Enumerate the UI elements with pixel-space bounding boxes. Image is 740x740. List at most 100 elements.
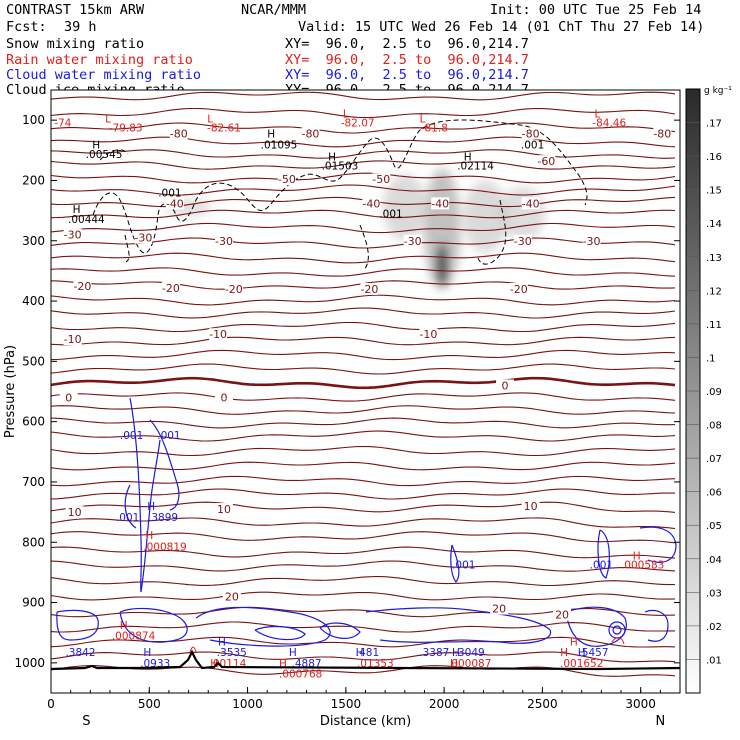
temperature-label: 0 [220,392,227,405]
contour-extremum-label: -81.8 [421,122,448,134]
x-tick-label: 500 [138,697,161,711]
colorbar-tick-label: .06 [706,488,722,499]
contour-extremum-label: L [207,113,213,125]
contour-extremum-label: .3842 [65,647,95,659]
cloud-water-contour [254,625,306,641]
plot-background [51,90,680,693]
cloud-water-contour [124,484,137,529]
y-tick-label: 700 [22,475,45,489]
x-axis-label: Distance (km) [320,714,411,729]
y-axis-label: Pressure (hPa) [3,345,18,438]
colorbar-tick-label: .13 [706,253,722,264]
colorbar-unit: g kg⁻¹ [704,86,732,96]
contour-extremum-label: .000087 [448,658,491,670]
temperature-label-bg [65,506,84,519]
temperature-contours [51,91,676,677]
cloud-ice-contour [477,199,507,265]
temperature-contour [51,651,676,663]
temperature-contour [51,501,676,513]
contour-extremum-label: L [343,109,349,121]
temperature-contour [51,517,676,530]
contour-extremum-label: H [356,647,364,659]
snow-plume [463,180,508,253]
temperature-label: 0 [502,379,509,392]
temperature-contour [51,560,676,572]
temperature-label-bg [161,281,180,294]
x-tick-label: 0 [47,697,55,711]
temperature-label-bg [214,234,233,247]
y-tick-label: 800 [22,535,45,549]
temperature-contour [51,349,676,361]
temperature-label-bg [496,379,515,392]
temperature-label: 10 [217,503,231,516]
colorbar-tick-label: .15 [706,186,722,197]
x-tick-label: 1000 [232,697,263,711]
temperature-label: -40 [362,197,380,210]
contour-extremum-label: H [143,647,151,659]
temperature-contour [51,209,676,219]
cloud-water-contour [119,607,188,643]
contour-extremum-label: .001 [521,139,544,151]
temperature-label-bg [653,127,672,140]
contour-extremum-label: .02114 [457,160,494,172]
temperature-contour [51,184,676,196]
temperature-label: -50 [278,173,296,186]
temperature-label: -20 [510,283,528,296]
temperature-contour [51,475,676,487]
temperature-contour [51,392,676,402]
temperature-label: 0 [65,392,72,405]
cloud-water-contour [195,606,331,647]
temperature-label-bg [165,197,184,210]
contour-extremum-label: H [145,530,153,542]
temperature-label-bg [582,234,601,247]
cloud-water-contour [319,622,361,639]
temperature-label: -20 [225,283,243,296]
temperature-label: -60 [537,155,555,168]
temperature-label-bg [490,602,509,615]
contour-extremum-label: .3049 [455,647,485,659]
contour-extremum-label: H [210,658,218,670]
contour-extremum-label: L [420,113,426,125]
temperature-label-bg [403,234,422,247]
plot-area: -80 -80 -80 -80 -60 -50 -50 -40 -40 -40 -40 -30 -30 -… [50,89,681,694]
temperature-contour [51,321,676,333]
colorbar-tick-label: .03 [706,588,722,599]
contour-extremum-label: H [464,151,472,163]
rain-water-contours [189,637,625,653]
x-end-label-south: S [82,714,90,729]
contour-extremum-label: .481 [356,647,379,659]
contour-extremum-label: .001 [590,560,613,572]
contour-extremum-label: H [560,647,568,659]
contour-extremum-label: .5457 [578,647,608,659]
temperature-label-bg [521,127,540,140]
contour-extremum-label: .001 [120,430,143,442]
temperature-label: -10 [209,328,227,341]
contour-extremum-label: H [92,139,100,151]
contour-extremum-label: .001 [157,430,180,442]
temperature-contour [51,267,676,277]
temperature-label: 20 [492,603,506,616]
temperature-contour [51,122,676,134]
contour-extremum-label: .01095 [261,139,298,151]
contour-extremum-label: -79.83 [109,122,143,134]
contour-extremum-label: L [105,113,111,125]
contour-extremum-label: .00545 [86,149,123,161]
temperature-label: 10 [68,506,82,519]
y-tick-label: 500 [22,354,45,368]
colorbar-tick-label: .11 [706,320,722,331]
contour-extremum-label: H [147,501,155,513]
cloud-ice-contour [99,149,129,161]
contour-extremum-label: .3535 [217,647,247,659]
temperature-contour [51,488,676,500]
y-tick-label: 300 [22,234,45,248]
temperature-contour [51,445,676,457]
temperature-label-bg [214,503,233,516]
temperature-contour [51,294,676,306]
x-end-label-north: N [655,714,665,729]
temperature-label-bg [277,173,296,186]
temperature-contour [51,417,676,429]
temperature-contour [51,363,676,375]
cloud-water-contour [644,609,669,642]
temperature-contour [51,222,676,234]
contour-extremum-label: H [267,128,275,140]
